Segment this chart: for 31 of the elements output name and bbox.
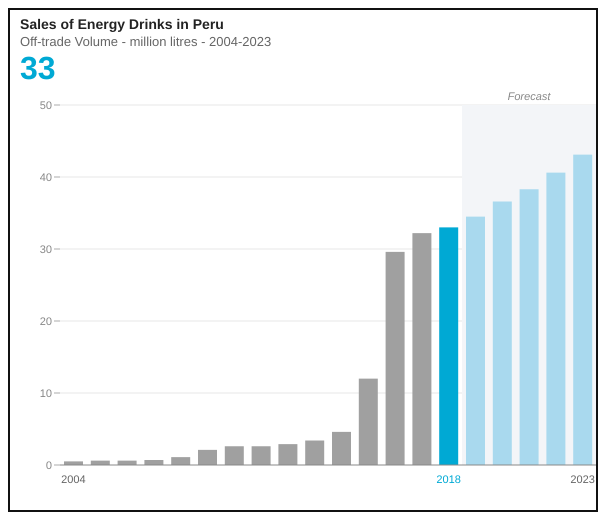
y-tick-label: 10 (40, 388, 52, 400)
y-tick-label: 30 (40, 244, 52, 256)
bar (278, 444, 298, 465)
bar (439, 227, 458, 465)
y-tick-label: 0 (46, 460, 52, 472)
x-tick-label: 2004 (61, 474, 86, 486)
chart-subtitle: Off-trade Volume - million litres - 2004-2023 (20, 34, 272, 49)
y-tick-label: 40 (40, 172, 52, 184)
x-tick-label: 2018 (436, 474, 461, 486)
band-label: Forecast (508, 91, 552, 103)
bar (305, 440, 324, 465)
x-tick-label: 2023 (570, 474, 595, 486)
bar (520, 189, 539, 465)
bar (573, 154, 592, 465)
bar (546, 172, 566, 465)
bar (198, 450, 217, 465)
bar (252, 446, 271, 465)
bar (118, 460, 137, 465)
bar (90, 460, 110, 465)
bar (412, 233, 432, 465)
bar (332, 432, 351, 465)
bar (224, 446, 244, 465)
bar (358, 378, 378, 465)
bar (492, 201, 512, 465)
bar (466, 216, 485, 465)
text: 33 (20, 49, 57, 87)
y-tick-label: 20 (40, 316, 52, 328)
y-tick-label: 50 (40, 100, 52, 112)
chart-title: Sales of Energy Drinks in Peru (20, 16, 225, 32)
bar (171, 457, 190, 465)
bar (386, 252, 405, 465)
